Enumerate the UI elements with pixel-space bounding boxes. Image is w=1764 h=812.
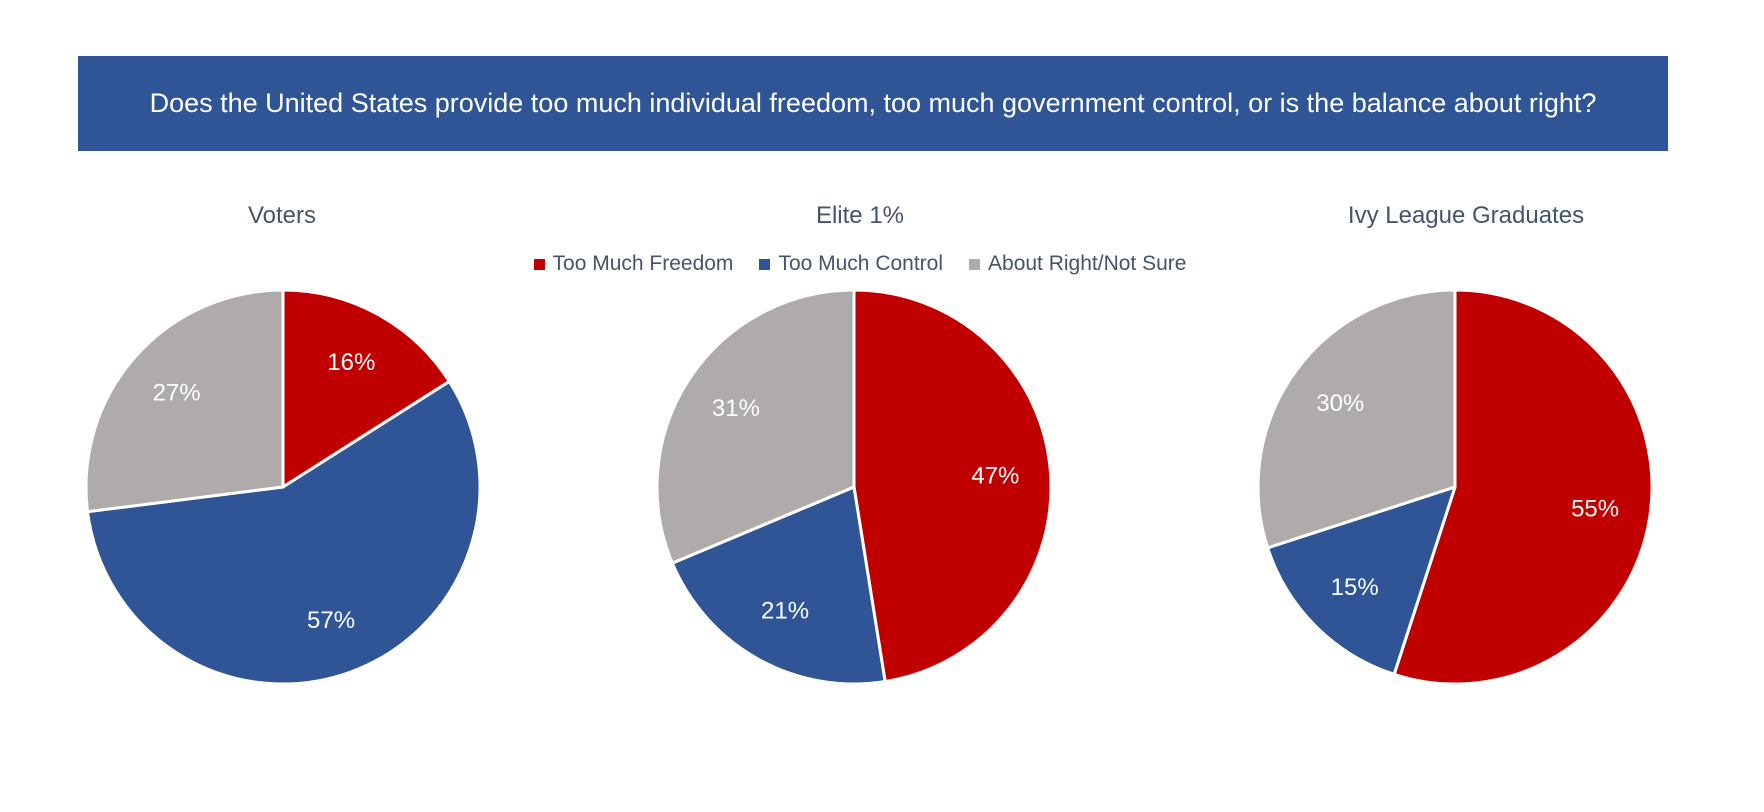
chart-title-elite: Elite 1% — [815, 202, 905, 229]
pie-slice-voters-freedom — [281, 288, 451, 489]
pie-label-ivy-league-neutral: 30% — [1316, 390, 1364, 417]
pie-slice-elite-freedom — [852, 288, 1053, 684]
pie-slice-ivy-league-neutral — [1256, 288, 1457, 550]
title-banner: Does the United States provide too much … — [78, 56, 1668, 151]
pie-slice-elite-control — [670, 485, 887, 686]
legend-swatch-freedom — [533, 258, 545, 270]
pie-elite: 47% 21% 31% — [655, 288, 1053, 686]
legend-item-freedom: Too Much Freedom — [533, 252, 734, 276]
legend-swatch-neutral — [969, 258, 981, 270]
question-title: Does the United States provide too much … — [149, 88, 1597, 118]
pie-label-elite-control: 21% — [761, 597, 809, 624]
legend: Too Much Freedom Too Much Control About … — [520, 252, 1200, 276]
legend-label-neutral: About Right/Not Sure — [988, 252, 1187, 275]
pie-label-voters-control: 57% — [307, 607, 355, 634]
legend-label-freedom: Too Much Freedom — [552, 252, 734, 275]
pie-label-voters-freedom: 16% — [327, 349, 375, 376]
pie-label-voters-neutral: 27% — [153, 380, 201, 407]
pie-label-ivy-league-control: 15% — [1331, 574, 1379, 601]
pie-label-elite-neutral: 31% — [712, 395, 760, 422]
pie-slice-ivy-league-freedom — [1392, 288, 1654, 686]
pie-slice-voters-control — [86, 379, 482, 686]
chart-title-ivy-league: Ivy League Graduates — [1347, 202, 1585, 229]
legend-label-control: Too Much Control — [778, 252, 944, 275]
pie-label-ivy-league-freedom: 55% — [1571, 496, 1619, 523]
pie-label-elite-freedom: 47% — [971, 462, 1019, 489]
legend-swatch-control — [759, 258, 771, 270]
chart-title-voters: Voters — [247, 202, 317, 229]
legend-item-neutral: About Right/Not Sure — [969, 252, 1186, 276]
legend-item-control: Too Much Control — [759, 252, 943, 276]
pie-slice-voters-neutral — [84, 288, 285, 514]
pie-slice-elite-neutral — [655, 288, 856, 565]
pie-voters: 16% 57% 27% — [84, 288, 482, 686]
pie-ivy-league: 55% 15% 30% — [1256, 288, 1654, 686]
